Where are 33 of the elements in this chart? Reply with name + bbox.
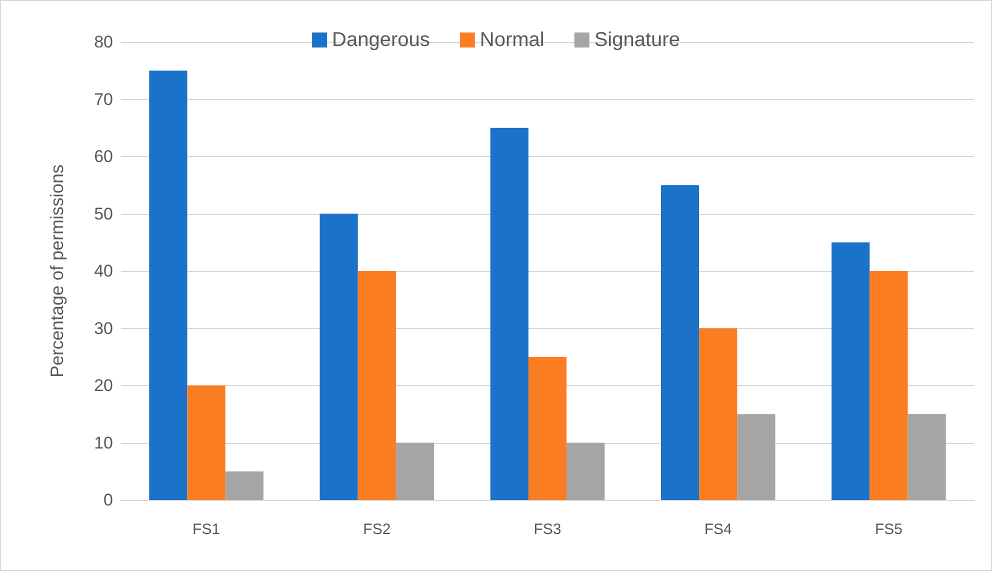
bar — [358, 271, 396, 500]
bar — [320, 214, 358, 500]
y-tick-label: 80 — [94, 32, 113, 52]
bar — [225, 471, 264, 500]
bar — [566, 442, 605, 500]
bar — [870, 271, 908, 500]
legend-label: Normal — [480, 29, 544, 51]
bar — [528, 356, 567, 500]
bar — [908, 414, 946, 500]
y-tick-label: 60 — [94, 147, 113, 166]
bar — [660, 185, 700, 500]
bar — [737, 414, 776, 500]
bar — [699, 328, 738, 500]
y-tick-label: 20 — [94, 376, 113, 395]
bar — [832, 242, 870, 500]
bar — [396, 442, 434, 500]
y-tick-label: 10 — [94, 433, 113, 452]
y-tick-label: 70 — [94, 90, 113, 109]
bar — [149, 70, 188, 500]
y-tick-label: 30 — [94, 318, 113, 338]
legend-label: Signature — [594, 29, 680, 51]
x-tick-label: FS5 — [874, 521, 902, 538]
x-tick-label: FS3 — [534, 521, 562, 538]
y-tick-label: 50 — [94, 204, 113, 224]
x-tick-label: FS1 — [192, 521, 220, 538]
y-tick-label: 40 — [94, 262, 113, 280]
x-tick-label: FS2 — [363, 521, 391, 538]
bar — [187, 386, 226, 500]
y-tick-label: 0 — [104, 490, 113, 510]
y-axis-title: Percentage of permissions — [47, 164, 67, 378]
x-tick-label: FS4 — [704, 521, 732, 538]
bar — [490, 128, 528, 500]
legend-label: Dangerous — [332, 29, 430, 51]
